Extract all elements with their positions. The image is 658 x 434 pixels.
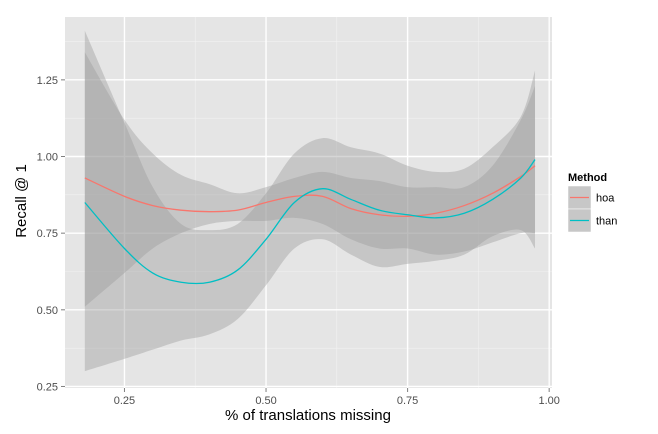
- legend-label-hoa: hoa: [596, 193, 615, 205]
- y-tick-label: 1.25: [37, 75, 58, 87]
- x-axis-title: % of translations missing: [225, 407, 391, 424]
- x-tick-label: 0.75: [397, 395, 418, 407]
- confidence-ribbons: [84, 30, 536, 372]
- y-tick-label: 1.00: [37, 152, 58, 164]
- series-lines: [84, 159, 536, 285]
- legend-items: hoa than: [567, 185, 617, 233]
- line-hoa: [84, 165, 536, 218]
- y-tick-label: 0.75: [37, 228, 58, 240]
- legend-title: Method: [568, 172, 607, 184]
- y-axis: 0.25 0.50 0.75 1.00 1.25: [37, 75, 65, 393]
- y-tick-label: 0.25: [37, 381, 58, 393]
- x-tick-label: 1.00: [538, 395, 559, 407]
- x-tick-label: 0.25: [114, 395, 135, 407]
- y-tick-label: 0.50: [37, 305, 58, 317]
- x-axis: 0.25 0.50 0.75 1.00: [114, 388, 560, 407]
- line-than: [84, 159, 536, 285]
- ribbon-than: [84, 30, 536, 372]
- ribbon-hoa: [84, 52, 536, 307]
- y-axis-title: Recall @ 1: [13, 164, 30, 238]
- legend-label-than: than: [596, 216, 617, 228]
- legend: Method hoa than: [567, 172, 617, 233]
- x-tick-label: 0.50: [255, 395, 276, 407]
